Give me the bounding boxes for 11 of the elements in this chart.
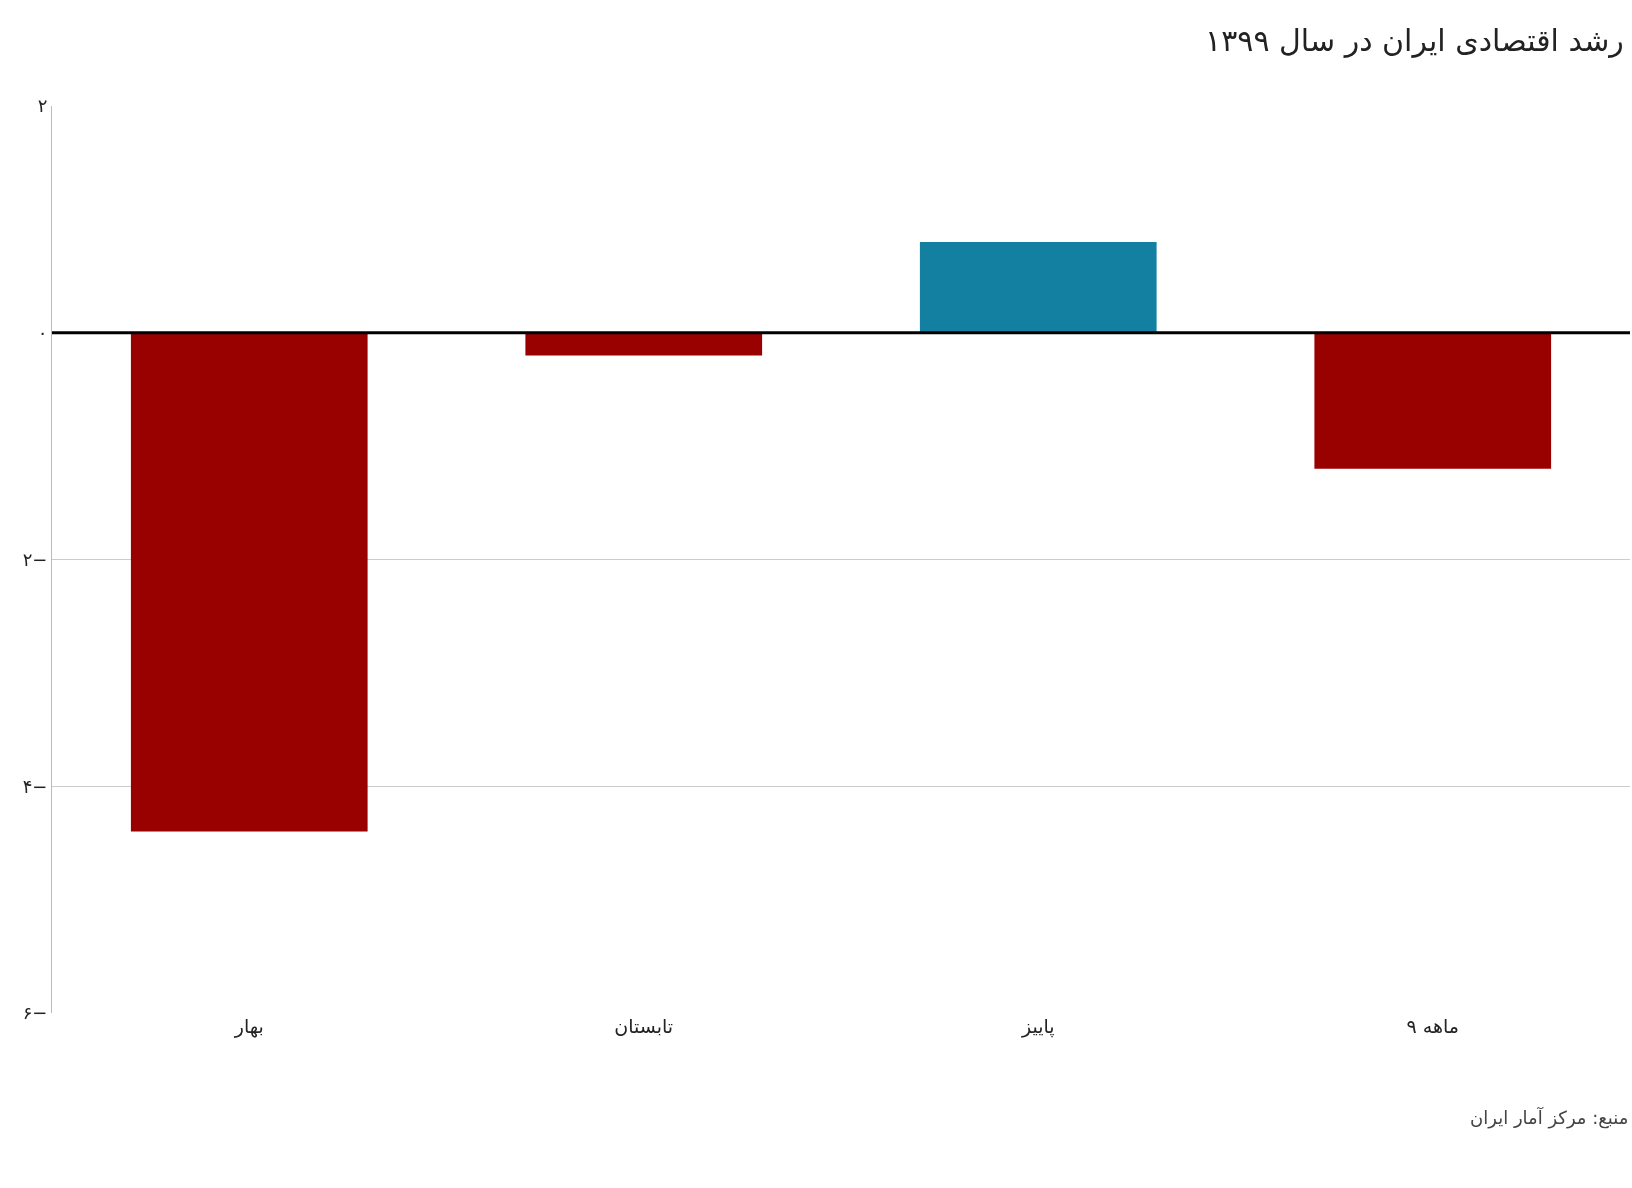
- x-tick-label: پاییز: [1020, 1015, 1055, 1038]
- y-tick-label: ۲: [37, 95, 48, 117]
- text: منبع: مرکز آمار ایران: [1470, 1106, 1629, 1129]
- x-tick-label: بهار: [233, 1015, 264, 1038]
- y-tick-label: ۶−: [22, 1002, 48, 1024]
- x-tick-label: تابستان: [614, 1015, 674, 1037]
- chart-title: رشد اقتصادی ایران در سال ۱۳۹۹: [1205, 22, 1624, 58]
- y-tick-label: ۲−: [22, 548, 48, 570]
- y-tick-label: ۰: [37, 322, 48, 344]
- y-tick-label: ۴−: [22, 775, 48, 797]
- x-tick-label: ۹ ماهه: [1406, 1015, 1459, 1037]
